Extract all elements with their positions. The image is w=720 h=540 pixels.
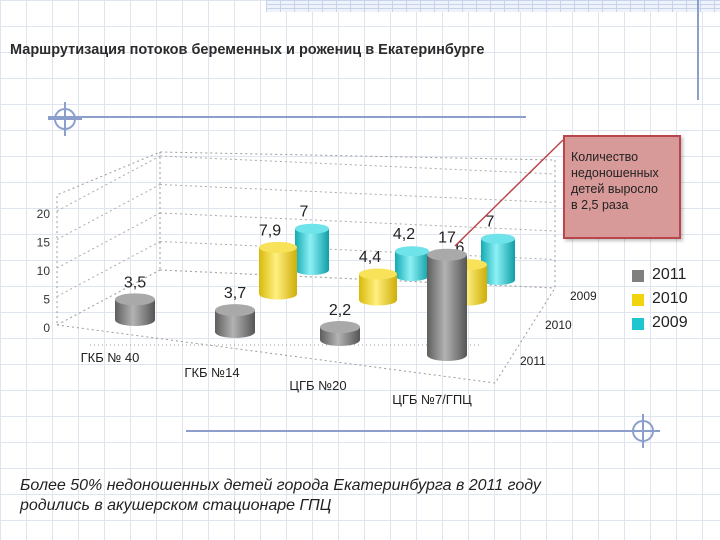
data-label: 17	[438, 230, 456, 247]
x-tick-label: ГКБ № 40	[81, 350, 140, 365]
legend-swatch-2010	[632, 294, 644, 306]
legend-swatch-2009	[632, 318, 644, 330]
data-label: 3,5	[124, 274, 146, 291]
y-tick-label: 0	[43, 321, 50, 335]
data-label: 4,4	[359, 249, 381, 266]
series-depth-label-2011: 2011	[520, 354, 546, 368]
column-2011-1: 3,7	[215, 285, 255, 338]
column-2011-0: 3,5	[115, 274, 155, 326]
column-body	[115, 299, 155, 326]
x-tick-label: ЦГБ №20	[289, 378, 346, 393]
column-2010-2: 4,4	[359, 249, 397, 306]
column-top	[259, 241, 297, 253]
y-gridline-back	[159, 269, 556, 289]
column-2009-2: 4,2	[393, 226, 429, 281]
data-label: 7	[300, 204, 309, 221]
footer-rule	[186, 430, 660, 432]
y-gridline-back	[159, 155, 556, 175]
column-2009-1: 7	[295, 204, 329, 275]
title-underline	[48, 116, 526, 118]
column-top	[115, 293, 155, 306]
x-tick-label: ЦГБ №7/ГПЦ	[392, 392, 472, 407]
column-top	[320, 321, 360, 334]
y-tick-label: 10	[37, 264, 51, 278]
legend-label-2011: 2011	[652, 266, 687, 283]
y-gridline-side	[56, 155, 161, 212]
y-axis-ticks: 0 5 10 15 20	[37, 207, 51, 335]
column-top	[215, 304, 255, 317]
data-label: 7,9	[259, 222, 281, 239]
column-body	[215, 310, 255, 338]
right-vertical-rule	[697, 0, 699, 100]
x-tick-label: ГКБ №14	[184, 365, 239, 380]
y-gridline-back	[159, 184, 556, 203]
series-depth-label-2010: 2010	[545, 318, 572, 332]
y-tick-label: 15	[37, 236, 51, 250]
y-tick-label: 20	[37, 207, 51, 221]
column-2010-1: 7,9	[259, 222, 297, 300]
legend-swatch-2011	[632, 270, 644, 282]
column-body	[427, 254, 467, 361]
column-body	[481, 238, 515, 285]
x-axis-ticks: ГКБ № 40 ГКБ №14 ЦГБ №20 ЦГБ №7/ГПЦ	[81, 350, 473, 407]
crosshair-decoration-right	[626, 414, 660, 448]
column-top	[395, 246, 429, 257]
legend-label-2009: 2009	[652, 314, 688, 331]
column-body	[259, 247, 297, 300]
column-top	[427, 248, 467, 261]
data-label: 6	[456, 240, 465, 257]
column-2011-2: 2,2	[320, 302, 360, 346]
top-decorative-band	[266, 0, 720, 12]
column-body	[359, 274, 397, 306]
y-gridline-back	[159, 241, 556, 260]
column-2011-3: 17	[427, 230, 467, 361]
callout-text: Количество недоношенных детей выросло в …	[571, 150, 659, 212]
y-gridline-side	[56, 184, 161, 240]
page-title: Маршрутизация потоков беременных и рожен…	[10, 42, 485, 58]
y-gridline-side	[56, 212, 161, 269]
footer-note: Более 50% недоношенных детей города Екат…	[20, 477, 541, 514]
data-label: 3,7	[224, 285, 246, 302]
series-depth-label-2009: 2009	[570, 289, 597, 303]
column-2009-3: 7	[481, 214, 515, 285]
crosshair-decoration-left	[48, 102, 82, 136]
data-label: 2,2	[329, 302, 351, 319]
columns: 7 4,2 7 7,9 4,4 6 3,5 3,7 2,2 17	[115, 204, 515, 361]
callout-box: Количество недоношенных детей выросло в …	[563, 135, 681, 239]
series-depth-labels: 2011 2010 2009	[520, 289, 597, 368]
data-label: 7	[486, 214, 495, 231]
y-gridline-back	[159, 212, 556, 232]
column-body	[295, 228, 329, 275]
data-label: 4,2	[393, 226, 415, 243]
legend-label-2010: 2010	[652, 290, 688, 307]
column-top	[359, 268, 397, 280]
column-body	[395, 251, 429, 281]
callout-pointer	[454, 139, 564, 247]
y-tick-label: 5	[43, 293, 50, 307]
column-top	[295, 223, 329, 234]
y-gridlines	[56, 155, 556, 326]
column-top	[481, 233, 515, 244]
